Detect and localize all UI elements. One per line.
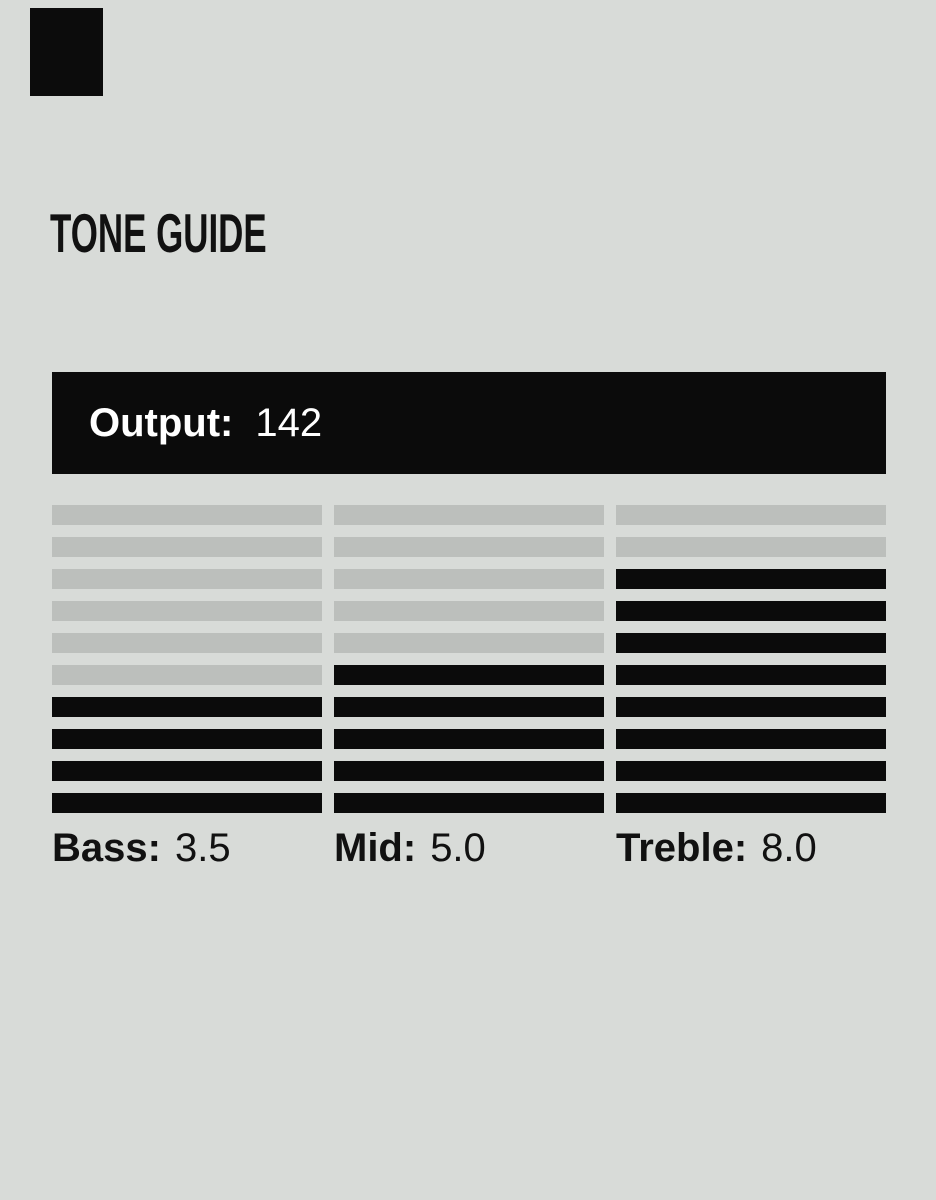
meter-column-treble [616,505,886,813]
meter-segment-treble-10-filled [616,793,886,813]
meter-column-bass [52,505,322,813]
meter-segment-treble-5-filled [616,633,886,653]
meter-label-mid: Mid: 5.0 [334,828,604,868]
meter-label-bass: Bass: 3.5 [52,828,322,868]
meter-column-mid [334,505,604,813]
meter-segment-mid-3-empty [334,569,604,589]
meter-segment-treble-2-empty [616,537,886,557]
treble-value: 8.0 [761,826,817,870]
meter-segment-mid-4-empty [334,601,604,621]
meter-segment-bass-4-empty [52,601,322,621]
mid-label: Mid: [334,826,417,870]
meter-segment-mid-10-filled [334,793,604,813]
meter-segment-bass-7-filled [52,697,322,717]
page-title: TONE GUIDE [50,202,267,264]
output-label: Output: [89,401,234,445]
meter-segment-bass-9-filled [52,761,322,781]
meter-segment-bass-5-empty [52,633,322,653]
corner-square-mark [30,8,103,96]
meter-segment-treble-6-filled [616,665,886,685]
meter-segment-bass-2-empty [52,537,322,557]
meter-segment-treble-9-filled [616,761,886,781]
meter-segment-bass-1-empty [52,505,322,525]
meter-segment-treble-8-filled [616,729,886,749]
output-value: 142 [255,401,323,445]
meter-label-treble: Treble: 8.0 [616,828,886,868]
meter-segment-mid-7-filled [334,697,604,717]
meter-segment-bass-8-filled [52,729,322,749]
meter-segment-mid-6-filled [334,665,604,685]
treble-label: Treble: [616,826,748,870]
bass-label: Bass: [52,826,161,870]
meter-segment-mid-1-empty [334,505,604,525]
meter-segment-treble-3-filled [616,569,886,589]
output-bar: Output: 142 [52,372,886,474]
meter-segment-bass-10-filled [52,793,322,813]
meter-segment-mid-5-empty [334,633,604,653]
meter-segment-treble-7-filled [616,697,886,717]
meter-labels-row: Bass: 3.5 Mid: 5.0 Treble: 8.0 [52,828,886,868]
meter-segment-bass-6-empty [52,665,322,685]
meter-segment-bass-3-empty [52,569,322,589]
meter-grid [52,505,886,813]
meter-segment-mid-9-filled [334,761,604,781]
bass-value: 3.5 [174,826,231,870]
meter-segment-mid-8-filled [334,729,604,749]
meter-segment-treble-4-filled [616,601,886,621]
meter-segment-mid-2-empty [334,537,604,557]
meter-segment-treble-1-empty [616,505,886,525]
mid-value: 5.0 [430,826,486,870]
